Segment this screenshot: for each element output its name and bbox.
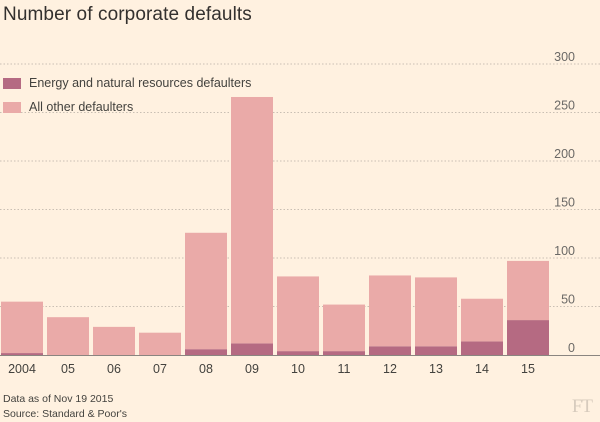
x-tick-label: 06: [107, 362, 121, 376]
x-tick-label: 07: [153, 362, 167, 376]
bar-energy: [323, 351, 365, 355]
x-tick-label: 15: [521, 362, 535, 376]
bar-other: [185, 232, 227, 350]
x-tick-label: 2004: [8, 362, 36, 376]
bar-energy: [185, 349, 227, 355]
y-axis-labels: 0 50 100 150 200 250 300: [554, 50, 575, 355]
chart-title: Number of corporate defaults: [3, 4, 252, 25]
legend-swatch-other: [3, 101, 21, 113]
y-tick-label: 300: [554, 50, 575, 64]
bar-energy: [415, 346, 457, 355]
x-tick-label: 12: [383, 362, 397, 376]
gridlines: [0, 63, 600, 356]
x-tick-label: 09: [245, 362, 259, 376]
y-tick-label: 50: [561, 293, 575, 307]
bar-energy: [231, 343, 273, 355]
legend-label-energy: Energy and natural resources defaulters: [29, 76, 252, 90]
bar-energy: [461, 341, 503, 355]
data-date-note: Data as of Nov 19 2015: [3, 393, 114, 405]
legend-item-other: All other defaulters: [3, 95, 251, 119]
bar-other: [139, 332, 181, 355]
bar-other: [369, 275, 411, 347]
bar-other: [1, 301, 43, 354]
bar-energy: [1, 353, 43, 355]
x-tick-label: 13: [429, 362, 443, 376]
x-tick-label: 08: [199, 362, 213, 376]
legend: Energy and natural resources defaulters …: [3, 71, 251, 119]
bar-energy: [369, 346, 411, 355]
bar-other: [93, 326, 135, 355]
x-tick-label: 11: [338, 362, 351, 376]
x-axis-labels: 2004 05 06 07 08 09 10 11 12 13 14 15: [8, 362, 535, 376]
x-tick-label: 10: [291, 362, 305, 376]
y-tick-label: 200: [554, 147, 575, 161]
legend-swatch-energy: [3, 77, 21, 89]
bar-other: [47, 317, 89, 355]
y-tick-label: 100: [554, 244, 575, 258]
bar-energy: [507, 320, 549, 355]
x-tick-label: 14: [475, 362, 489, 376]
y-tick-label: 0: [568, 341, 575, 355]
bars: [1, 96, 549, 355]
bar-other: [415, 277, 457, 347]
y-tick-label: 150: [554, 196, 575, 210]
bar-other: [231, 96, 273, 344]
bar-energy: [277, 351, 319, 355]
bar-other: [461, 298, 503, 342]
bar-other: [507, 260, 549, 321]
bar-other: [323, 304, 365, 352]
legend-item-energy: Energy and natural resources defaulters: [3, 71, 251, 95]
x-tick-label: 05: [61, 362, 75, 376]
bar-other: [277, 276, 319, 352]
legend-label-other: All other defaulters: [29, 100, 134, 114]
ft-logo: FT: [571, 396, 593, 417]
source-note: Source: Standard & Poor's: [3, 408, 127, 420]
y-tick-label: 250: [554, 99, 575, 113]
